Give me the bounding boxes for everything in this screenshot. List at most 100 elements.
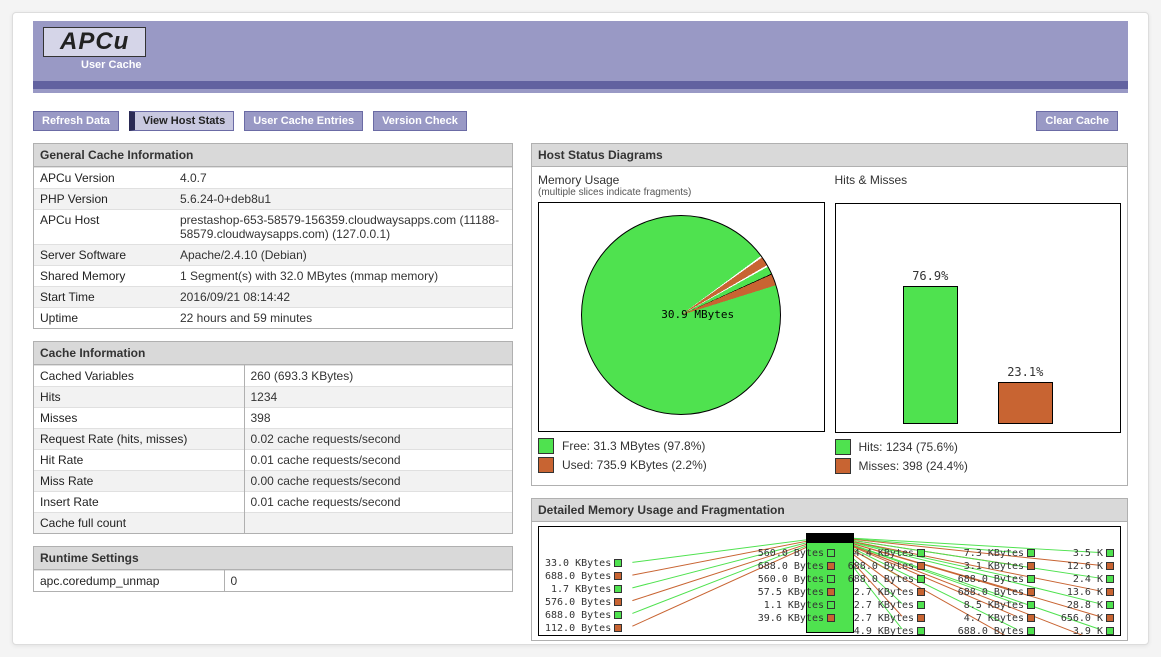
table-value: 1 Segment(s) with 32.0 MBytes (mmap memo… [174,266,512,287]
fragment-label: 688.0 Bytes [758,560,835,573]
table-key: Hits [34,387,244,408]
legend-item: Hits: 1234 (75.6%) [835,439,1122,455]
fragmentation-labels-mid3: 7.3 KBytes3.1 KBytes688.0 Bytes688.0 Byt… [958,547,1035,636]
fragment-label: 560.0 Bytes [758,547,835,560]
fragmentation-bar-cap [806,533,854,543]
scroll-area[interactable]: APCu User Cache Refresh Data View Host S… [13,13,1148,644]
view-host-stats-button[interactable]: View Host Stats [129,111,234,131]
user-cache-entries-button[interactable]: User Cache Entries [244,111,363,131]
fragmentation-labels-left: 33.0 KBytes688.0 Bytes1.7 KBytes576.0 By… [545,557,622,635]
hits-misses-legend: Hits: 1234 (75.6%) Misses: 398 (24.4%) [835,439,1122,474]
fragment-label: 4.4 KBytes [848,547,925,560]
table-row: Hits1234 [34,387,512,408]
runtime-settings-panel: Runtime Settings apc.coredump_unmap0 [33,546,513,592]
table-row: Misses398 [34,408,512,429]
refresh-data-button[interactable]: Refresh Data [33,111,119,131]
table-key: Cache full count [34,513,244,534]
table-row: APCu Version4.0.7 [34,168,512,189]
app-title: APCu [60,28,129,55]
legend-swatch [835,458,851,474]
version-check-button[interactable]: Version Check [373,111,467,131]
fragment-label: 2.4 K [1061,573,1114,586]
legend-swatch [835,439,851,455]
table-value: 260 (693.3 KBytes) [244,366,512,387]
table-value [244,513,512,534]
app-subtitle: User Cache [81,59,1128,71]
legend-label: Hits: 1234 (75.6%) [859,440,958,454]
fragment-label: 3.9 K [1061,625,1114,636]
fragmentation-labels-right: 3.5 K12.6 K2.4 K13.6 K28.8 K656.0 K3.9 K… [1061,547,1114,636]
fragment-label: 28.8 K [1061,599,1114,612]
bar: 76.9% [903,286,958,424]
table-value: prestashop-653-58579-156359.cloudwaysapp… [174,210,512,245]
fragment-label: 57.5 KBytes [758,586,835,599]
memory-usage-legend: Free: 31.3 MBytes (97.8%) Used: 735.9 KBy… [538,438,825,473]
fragment-label: 13.6 K [1061,586,1114,599]
general-cache-info-panel: General Cache Information APCu Version4.… [33,143,513,329]
legend-swatch [538,438,554,454]
table-value: 1234 [244,387,512,408]
table-key: Insert Rate [34,492,244,513]
app-title-box: APCu [43,27,146,57]
table-row: Shared Memory1 Segment(s) with 32.0 MByt… [34,266,512,287]
table-key: Server Software [34,245,174,266]
fragment-label: 3.5 K [1061,547,1114,560]
table-row: apc.coredump_unmap0 [34,571,512,592]
legend-label: Free: 31.3 MBytes (97.8%) [562,439,705,453]
table-key: Miss Rate [34,471,244,492]
fragment-label: 2.7 KBytes [848,586,925,599]
runtime-settings-table: apc.coredump_unmap0 [34,570,512,591]
table-value: 5.6.24-0+deb8u1 [174,189,512,210]
fragment-label: 688.0 Bytes [848,573,925,586]
nav-bar: Refresh Data View Host Stats User Cache … [33,111,1128,131]
table-value: 0.01 cache requests/second [244,492,512,513]
cache-info-panel: Cache Information Cached Variables260 (6… [33,341,513,534]
fragment-label: 688.0 Bytes [958,586,1035,599]
table-key: Misses [34,408,244,429]
table-row: Request Rate (hits, misses)0.02 cache re… [34,429,512,450]
general-cache-info-table: APCu Version4.0.7PHP Version5.6.24-0+deb… [34,167,512,328]
clear-cache-button[interactable]: Clear Cache [1036,111,1118,131]
memory-usage-chart: Memory Usage (multiple slices indicate f… [538,171,825,477]
fragment-label: 688.0 Bytes [958,625,1035,636]
fragment-label: 112.0 Bytes [545,622,622,635]
table-key: Cached Variables [34,366,244,387]
legend-swatch [538,457,554,473]
fragment-label: 656.0 K [1061,612,1114,625]
fragment-label: 39.6 KBytes [758,612,835,625]
table-row: APCu Hostprestashop-653-58579-156359.clo… [34,210,512,245]
app-frame: APCu User Cache Refresh Data View Host S… [12,12,1149,645]
fragment-label: 2.7 KBytes [848,612,925,625]
legend-label: Misses: 398 (24.4%) [859,459,968,473]
legend-item: Free: 31.3 MBytes (97.8%) [538,438,825,454]
fragment-label: 4.7 KBytes [958,612,1035,625]
hits-misses-title: Hits & Misses [835,173,1122,187]
table-key: PHP Version [34,189,174,210]
table-value: 4.0.7 [174,168,512,189]
host-status-diagrams-panel: Host Status Diagrams Memory Usage (multi… [531,143,1128,486]
bar: 23.1% [998,382,1053,424]
fragment-label: 688.0 Bytes [545,570,622,583]
memory-usage-title: Memory Usage [538,173,825,187]
fragmentation-chart: 33.0 KBytes688.0 Bytes1.7 KBytes576.0 By… [538,526,1121,636]
bar-label: 76.9% [912,269,948,283]
fragment-label: 688.0 Bytes [545,609,622,622]
table-row: Cache full count [34,513,512,534]
table-key: Uptime [34,308,174,329]
table-value: 0.00 cache requests/second [244,471,512,492]
legend-label: Used: 735.9 KBytes (2.2%) [562,458,707,472]
fragmentation-title: Detailed Memory Usage and Fragmentation [532,499,1127,522]
table-row: Server SoftwareApache/2.4.10 (Debian) [34,245,512,266]
runtime-settings-title: Runtime Settings [34,547,512,570]
fragment-label: 3.1 KBytes [958,560,1035,573]
memory-usage-subtitle: (multiple slices indicate fragments) [538,187,825,198]
fragment-label: 1.1 KBytes [758,599,835,612]
fragment-label: 576.0 Bytes [545,596,622,609]
fragment-label: 688.0 Bytes [958,573,1035,586]
header-rule [33,81,1128,89]
table-row: Insert Rate0.01 cache requests/second [34,492,512,513]
fragment-label: 1.7 KBytes [545,583,622,596]
table-row: PHP Version5.6.24-0+deb8u1 [34,189,512,210]
table-value: 398 [244,408,512,429]
fragment-label: 12.6 K [1061,560,1114,573]
